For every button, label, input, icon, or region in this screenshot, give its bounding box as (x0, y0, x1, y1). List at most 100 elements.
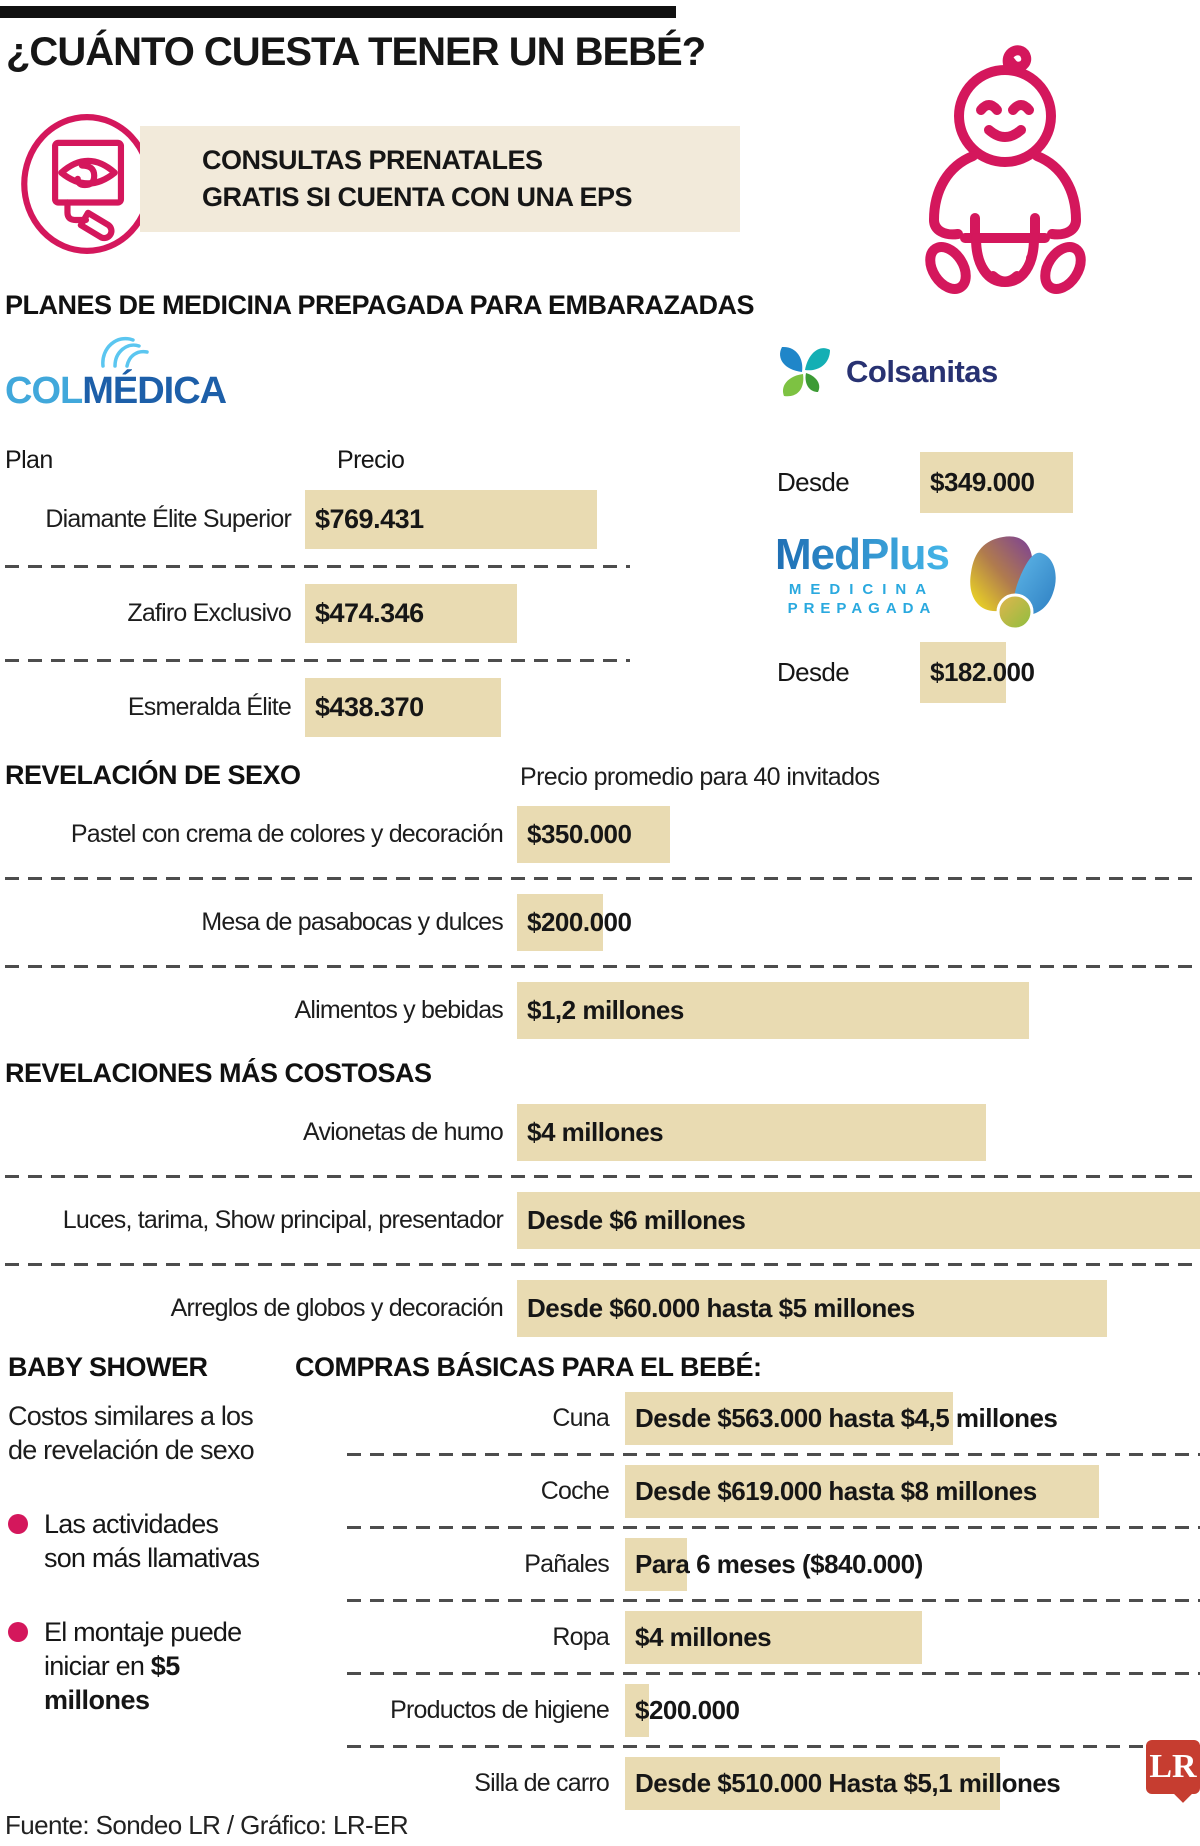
plan-price: $474.346 (305, 584, 517, 643)
table-row: Arreglos de globos y decoración Desde $6… (5, 1280, 1200, 1337)
bullet-text-normal: El montaje puede iniciar en (44, 1617, 242, 1681)
table-row: Luces, tarima, Show principal, presentad… (5, 1192, 1200, 1249)
table-row: Esmeralda Élite $438.370 (5, 678, 635, 737)
prenatal-banner-line1: CONSULTAS PRENATALES (202, 145, 543, 175)
bullet-text: Las actividades son más llamativas (44, 1507, 264, 1575)
list-item: Las actividades son más llamativas (8, 1507, 283, 1575)
item-label: Pañales (524, 1550, 610, 1578)
revelacion-header: REVELACIÓN DE SEXO (5, 760, 301, 790)
prenatal-banner: CONSULTAS PRENATALES GRATIS SI CUENTA CO… (140, 126, 740, 232)
medplus-price-row: Desde $182.000 (777, 642, 1045, 703)
item-label: Silla de carro (474, 1769, 610, 1797)
plan-label: Zafiro Exclusivo (127, 599, 291, 627)
divider (5, 965, 1195, 968)
medplus-blob-icon (963, 533, 1058, 633)
item-label: Cuna (552, 1404, 609, 1432)
colmedica-logo: COLMÉDICA (5, 332, 345, 424)
table-row: Coche Desde $619.000 hasta $8 millones (295, 1465, 1200, 1518)
divider (347, 1526, 1200, 1529)
item-price: $350.000 (517, 806, 670, 863)
desde-label: Desde (777, 467, 850, 497)
plan-label: Esmeralda Élite (127, 693, 292, 721)
list-item: El montaje puede iniciar en $5 millones (8, 1615, 283, 1717)
plan-price: $769.431 (305, 490, 597, 549)
item-price: Desde $6 millones (517, 1192, 1200, 1249)
prenatal-banner-line2: GRATIS SI CUENTA CON UNA EPS (202, 182, 633, 212)
medplus-price: $182.000 (920, 642, 1045, 703)
lr-logo-text: LR (1149, 1748, 1197, 1785)
colmedica-birds-icon (87, 330, 167, 370)
divider (347, 1599, 1200, 1602)
medplus-sub2: PREPAGADA (787, 600, 937, 617)
revelacion-note: Precio promedio para 40 invitados (520, 763, 880, 791)
table-row: Pañales Para 6 meses ($840.000) (295, 1538, 1200, 1591)
item-label: Arreglos de globos y decoración (170, 1294, 504, 1322)
compras-section: COMPRAS BÁSICAS PARA EL BEBÉ: Cuna Desde… (295, 1352, 1200, 1810)
table-row: Ropa $4 millones (295, 1611, 1200, 1664)
item-label: Ropa (552, 1623, 609, 1651)
divider (5, 659, 630, 662)
costosas-header-row: REVELACIONES MÁS COSTOSAS (5, 1058, 1200, 1090)
divider (5, 1175, 1195, 1178)
item-price: Desde $619.000 hasta $8 millones (625, 1465, 1099, 1518)
colmedica-col: COL (5, 370, 83, 412)
medplus-logo: MedPlus MEDICINA PREPAGADA (775, 533, 1058, 633)
colsanitas-price-row: Desde $349.000 (777, 452, 1073, 513)
item-price: $200.000 (517, 894, 642, 951)
costosas-header: REVELACIONES MÁS COSTOSAS (5, 1058, 432, 1088)
divider (5, 565, 630, 568)
medplus-wordmark: MedPlus MEDICINA PREPAGADA (775, 530, 950, 618)
colsanitas-price: $349.000 (920, 452, 1073, 513)
table-row: Pastel con crema de colores y decoración… (5, 806, 1200, 863)
plan-column-header: Plan (5, 446, 53, 474)
item-label: Coche (540, 1477, 610, 1505)
baby-shower-section: BABY SHOWER Costos similares a los de re… (8, 1352, 283, 1717)
revelacion-header-row: REVELACIÓN DE SEXO Precio promedio para … (5, 760, 1200, 792)
desde-label: Desde (777, 657, 850, 687)
table-row: Productos de higiene $200.000 (295, 1684, 1200, 1737)
bullet-text-normal: Las actividades son más llamativas (44, 1509, 260, 1573)
table-row: Avionetas de humo $4 millones (5, 1104, 1200, 1161)
table-row: Zafiro Exclusivo $474.346 (5, 584, 635, 643)
colsanitas-name: Colsanitas (846, 354, 998, 389)
bullet-dot-icon (8, 1514, 28, 1534)
baby-shower-intro: Costos similares a los de revelación de … (8, 1401, 255, 1465)
plan-label: Diamante Élite Superior (45, 505, 291, 533)
item-label: Alimentos y bebidas (294, 996, 503, 1024)
medplus-sub1: MEDICINA (788, 581, 936, 598)
precio-column-header: Precio (337, 446, 405, 474)
item-label: Avionetas de humo (303, 1118, 504, 1146)
plan-table-header: Plan Precio (5, 446, 635, 476)
table-row: Silla de carro Desde $510.000 Hasta $5,1… (295, 1757, 1200, 1810)
colmedica-plan-table: Plan Precio Diamante Élite Superior $769… (5, 446, 635, 737)
costosas-section: REVELACIONES MÁS COSTOSAS Avionetas de h… (5, 1058, 1200, 1337)
medplus-name: MedPlus (775, 530, 950, 579)
item-label: Productos de higiene (390, 1696, 610, 1724)
item-price: $4 millones (625, 1611, 922, 1664)
item-price: Desde $563.000 hasta $4,5 millones (625, 1392, 1068, 1445)
colsanitas-butterfly-icon (772, 340, 836, 404)
lr-logo: LR (1146, 1740, 1200, 1794)
item-price: $1,2 millones (517, 982, 1029, 1039)
table-row: Cuna Desde $563.000 hasta $4,5 millones (295, 1392, 1200, 1445)
item-price: Para 6 meses ($840.000) (625, 1538, 933, 1591)
table-row: Diamante Élite Superior $769.431 (5, 490, 635, 549)
baby-shower-header: BABY SHOWER (8, 1352, 208, 1382)
item-price: $200.000 (625, 1684, 750, 1737)
divider (347, 1745, 1200, 1748)
table-row: Alimentos y bebidas $1,2 millones (5, 982, 1200, 1039)
divider (347, 1672, 1200, 1675)
source-credit: Fuente: Sondeo LR / Gráfico: LR-ER (5, 1810, 409, 1840)
planes-header: PLANES DE MEDICINA PREPAGADA PARA EMBARA… (5, 290, 755, 320)
baby-icon (918, 32, 1093, 307)
bullet-dot-icon (8, 1622, 28, 1642)
item-label: Mesa de pasabocas y dulces (201, 908, 503, 936)
divider (5, 877, 1195, 880)
compras-header: COMPRAS BÁSICAS PARA EL BEBÉ: (295, 1352, 762, 1382)
ultrasound-icon (18, 112, 156, 256)
revelacion-section: REVELACIÓN DE SEXO Precio promedio para … (5, 760, 1200, 1039)
item-price: $4 millones (517, 1104, 986, 1161)
plan-price: $438.370 (305, 678, 501, 737)
top-bar (0, 6, 676, 18)
